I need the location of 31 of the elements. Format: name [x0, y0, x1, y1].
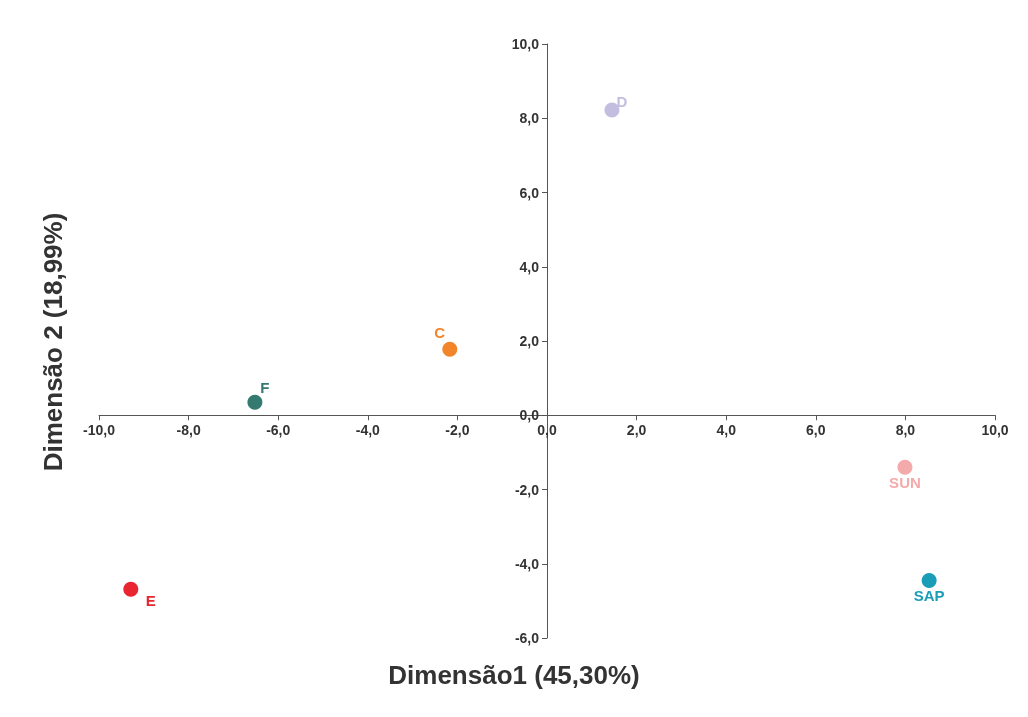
point — [897, 459, 913, 475]
series-label: SAP — [913, 586, 945, 604]
series-label: C — [434, 323, 446, 341]
x-axis-title: Dimensão1 (45,30%) — [388, 660, 640, 690]
point — [921, 572, 937, 588]
y-tick-label: -2,0 — [514, 481, 540, 498]
point — [247, 394, 263, 410]
x-tick-label: 6,0 — [806, 422, 826, 439]
x-tick-label: 10,0 — [981, 422, 1009, 439]
series-label: SUN — [889, 473, 921, 491]
series-label: D — [616, 92, 628, 110]
y-tick-label: 2,0 — [519, 333, 540, 349]
x-tick-label: -10,0 — [83, 422, 116, 439]
y-tick-label: -4,0 — [514, 555, 540, 572]
x-tick-label: -6,0 — [266, 422, 291, 439]
y-tick-label: 6,0 — [519, 184, 540, 201]
y-axis-title: Dimensão 2 (18,99%) — [38, 212, 68, 472]
point — [442, 341, 458, 357]
x-tick-label: -4,0 — [355, 422, 381, 439]
x-tick-label: 4,0 — [716, 422, 737, 439]
y-tick-label: -6,0 — [514, 630, 540, 646]
series-label: F — [260, 378, 270, 396]
series-label: E — [145, 591, 156, 609]
point — [123, 581, 139, 597]
x-tick-label: -2,0 — [445, 422, 470, 439]
x-tick-label: 8,0 — [895, 422, 916, 439]
y-tick-label: 4,0 — [519, 258, 540, 275]
y-tick-label: 10,0 — [511, 36, 540, 52]
x-tick-label: -8,0 — [176, 422, 201, 439]
x-tick-label: 2,0 — [626, 422, 647, 439]
y-tick-label: 8,0 — [519, 110, 540, 127]
